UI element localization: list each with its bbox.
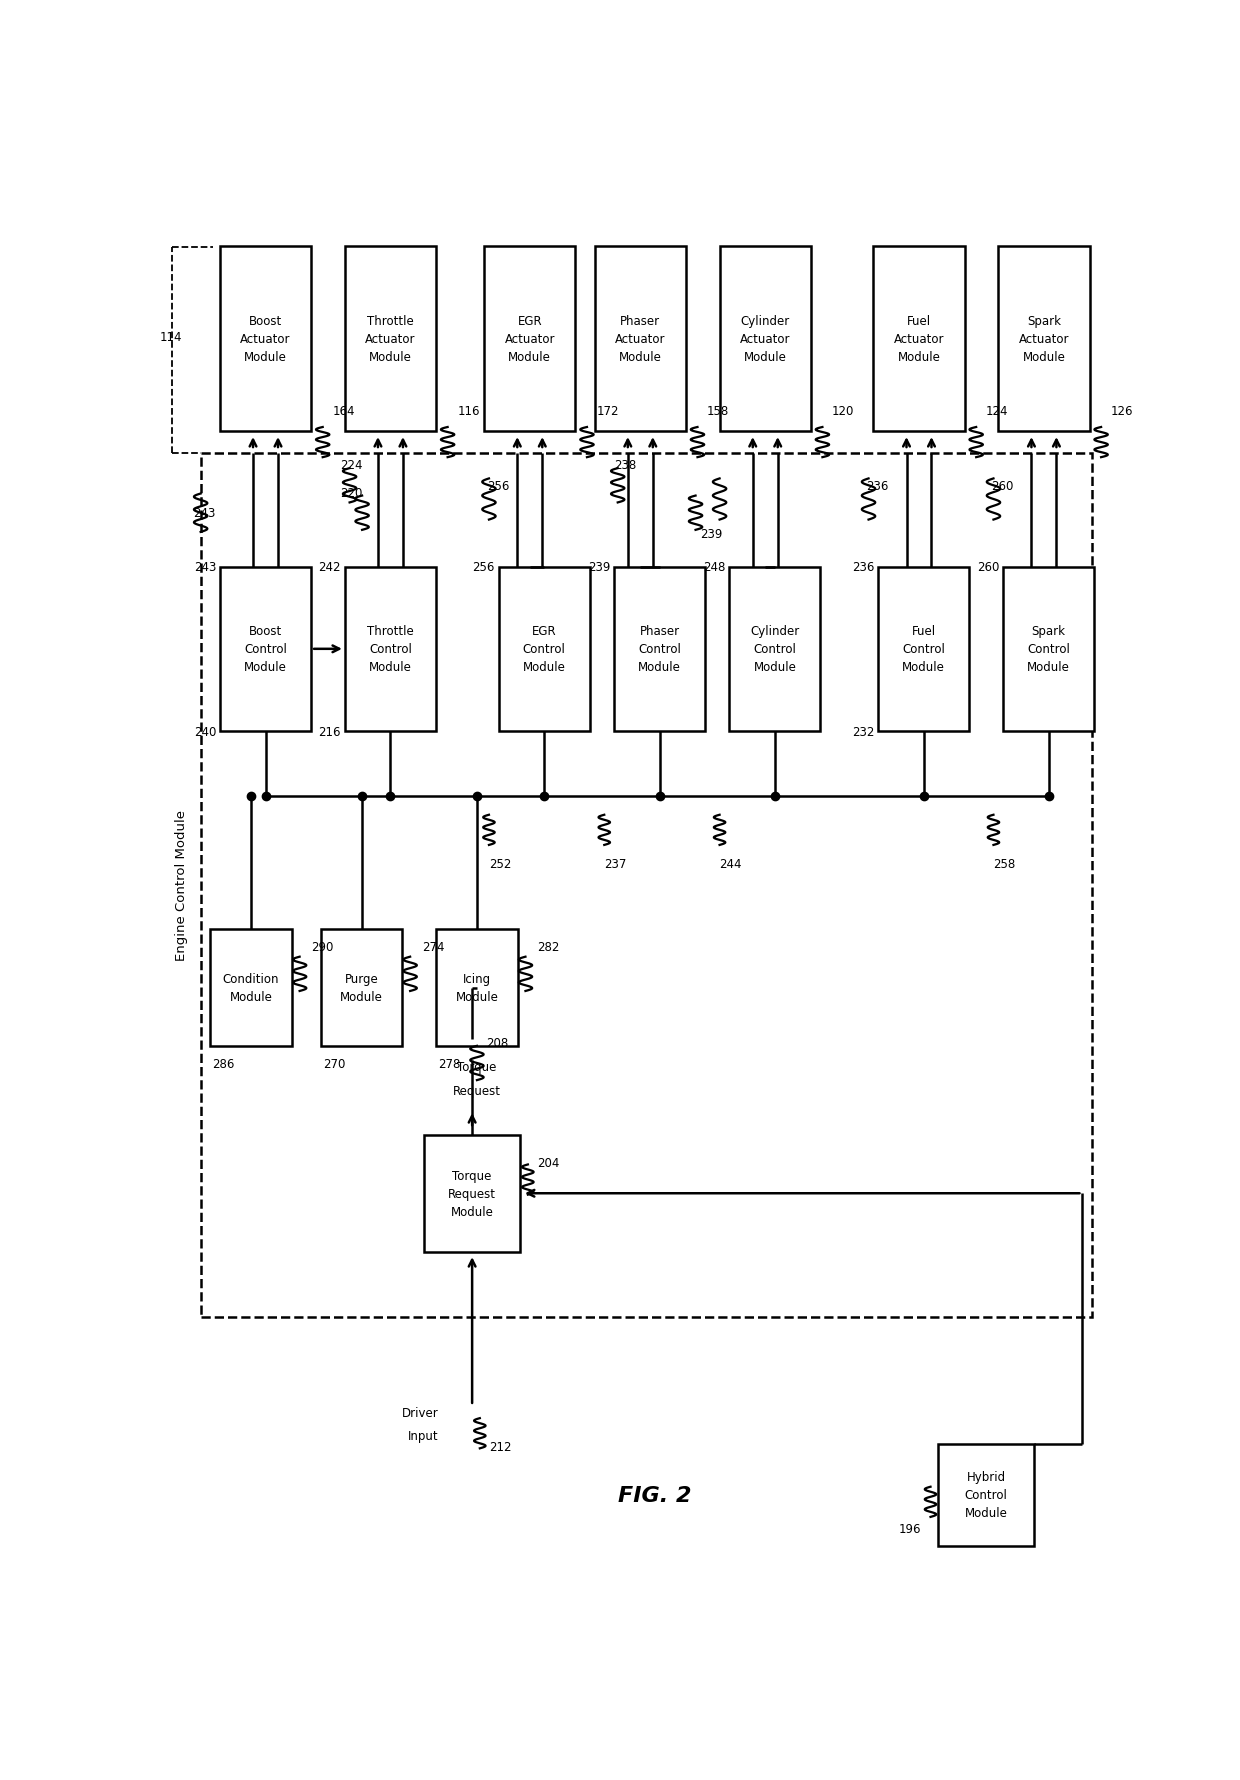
Text: 286: 286 — [212, 1057, 234, 1070]
Text: 172: 172 — [596, 406, 619, 418]
Text: 282: 282 — [537, 942, 559, 954]
Text: 258: 258 — [993, 858, 1016, 870]
Text: Hybrid
Control
Module: Hybrid Control Module — [965, 1470, 1008, 1520]
Bar — [345, 568, 436, 732]
Text: 243: 243 — [193, 507, 216, 520]
Text: Torque: Torque — [458, 1061, 497, 1073]
Text: Boost
Actuator
Module: Boost Actuator Module — [241, 315, 290, 365]
Text: Phaser
Actuator
Module: Phaser Actuator Module — [615, 315, 666, 365]
Text: 248: 248 — [703, 561, 725, 573]
Text: FIG. 2: FIG. 2 — [618, 1485, 692, 1506]
Text: 270: 270 — [322, 1057, 345, 1070]
Text: Icing
Module: Icing Module — [455, 972, 498, 1004]
Bar — [595, 247, 686, 433]
Text: 126: 126 — [1111, 406, 1133, 418]
Text: 236: 236 — [852, 561, 874, 573]
Text: 238: 238 — [614, 459, 636, 472]
Bar — [201, 454, 1092, 1317]
Bar — [998, 247, 1090, 433]
Text: Torque
Request
Module: Torque Request Module — [448, 1169, 496, 1218]
Text: Fuel
Control
Module: Fuel Control Module — [903, 625, 945, 675]
Text: 260: 260 — [992, 479, 1014, 493]
Text: Request: Request — [453, 1084, 501, 1096]
Text: 242: 242 — [319, 561, 341, 573]
Text: 274: 274 — [422, 942, 444, 954]
Text: 196: 196 — [899, 1522, 921, 1536]
Text: 224: 224 — [340, 459, 362, 472]
Bar — [484, 247, 575, 433]
Text: EGR
Control
Module: EGR Control Module — [523, 625, 565, 675]
Text: 256: 256 — [472, 561, 495, 573]
Bar — [436, 929, 518, 1047]
Text: 208: 208 — [486, 1036, 508, 1050]
Text: 278: 278 — [438, 1057, 460, 1070]
Text: 116: 116 — [458, 406, 480, 418]
Text: 236: 236 — [867, 479, 889, 493]
Text: 239: 239 — [701, 527, 723, 541]
Text: 114: 114 — [160, 331, 182, 344]
Text: 290: 290 — [311, 942, 334, 954]
Text: Fuel
Actuator
Module: Fuel Actuator Module — [894, 315, 944, 365]
Text: 220: 220 — [340, 486, 362, 500]
Bar — [719, 247, 811, 433]
Text: Throttle
Control
Module: Throttle Control Module — [367, 625, 414, 675]
Text: Boost
Control
Module: Boost Control Module — [244, 625, 286, 675]
Text: Spark
Control
Module: Spark Control Module — [1027, 625, 1070, 675]
Bar — [729, 568, 821, 732]
Text: 252: 252 — [489, 858, 511, 870]
Text: 243: 243 — [193, 561, 216, 573]
Text: Input: Input — [408, 1429, 439, 1442]
Bar — [498, 568, 590, 732]
Bar — [219, 568, 311, 732]
Text: 256: 256 — [487, 479, 510, 493]
Text: 244: 244 — [719, 858, 742, 870]
Text: Throttle
Actuator
Module: Throttle Actuator Module — [366, 315, 415, 365]
Text: Condition
Module: Condition Module — [223, 972, 279, 1004]
Text: Engine Control Module: Engine Control Module — [175, 810, 188, 961]
Text: Purge
Module: Purge Module — [340, 972, 383, 1004]
Text: 120: 120 — [832, 406, 854, 418]
Bar — [211, 929, 291, 1047]
Bar — [1003, 568, 1095, 732]
Bar — [219, 247, 311, 433]
Bar — [873, 247, 965, 433]
Text: 212: 212 — [490, 1440, 512, 1452]
Text: Cylinder
Control
Module: Cylinder Control Module — [750, 625, 800, 675]
Text: 164: 164 — [332, 406, 355, 418]
Text: 124: 124 — [986, 406, 1008, 418]
Bar — [424, 1136, 521, 1251]
Bar — [321, 929, 403, 1047]
Text: 232: 232 — [852, 726, 874, 739]
Bar — [345, 247, 436, 433]
Text: 204: 204 — [537, 1155, 559, 1169]
Text: Driver: Driver — [402, 1406, 439, 1419]
Bar — [614, 568, 706, 732]
Text: 237: 237 — [604, 858, 626, 870]
Text: 260: 260 — [977, 561, 999, 573]
Bar — [939, 1444, 1034, 1547]
Text: 240: 240 — [193, 726, 216, 739]
Text: Spark
Actuator
Module: Spark Actuator Module — [1019, 315, 1069, 365]
Text: Phaser
Control
Module: Phaser Control Module — [639, 625, 681, 675]
Text: Cylinder
Actuator
Module: Cylinder Actuator Module — [740, 315, 790, 365]
Text: EGR
Actuator
Module: EGR Actuator Module — [505, 315, 556, 365]
Text: 216: 216 — [319, 726, 341, 739]
Text: 239: 239 — [588, 561, 610, 573]
Bar — [878, 568, 970, 732]
Text: 158: 158 — [707, 406, 729, 418]
